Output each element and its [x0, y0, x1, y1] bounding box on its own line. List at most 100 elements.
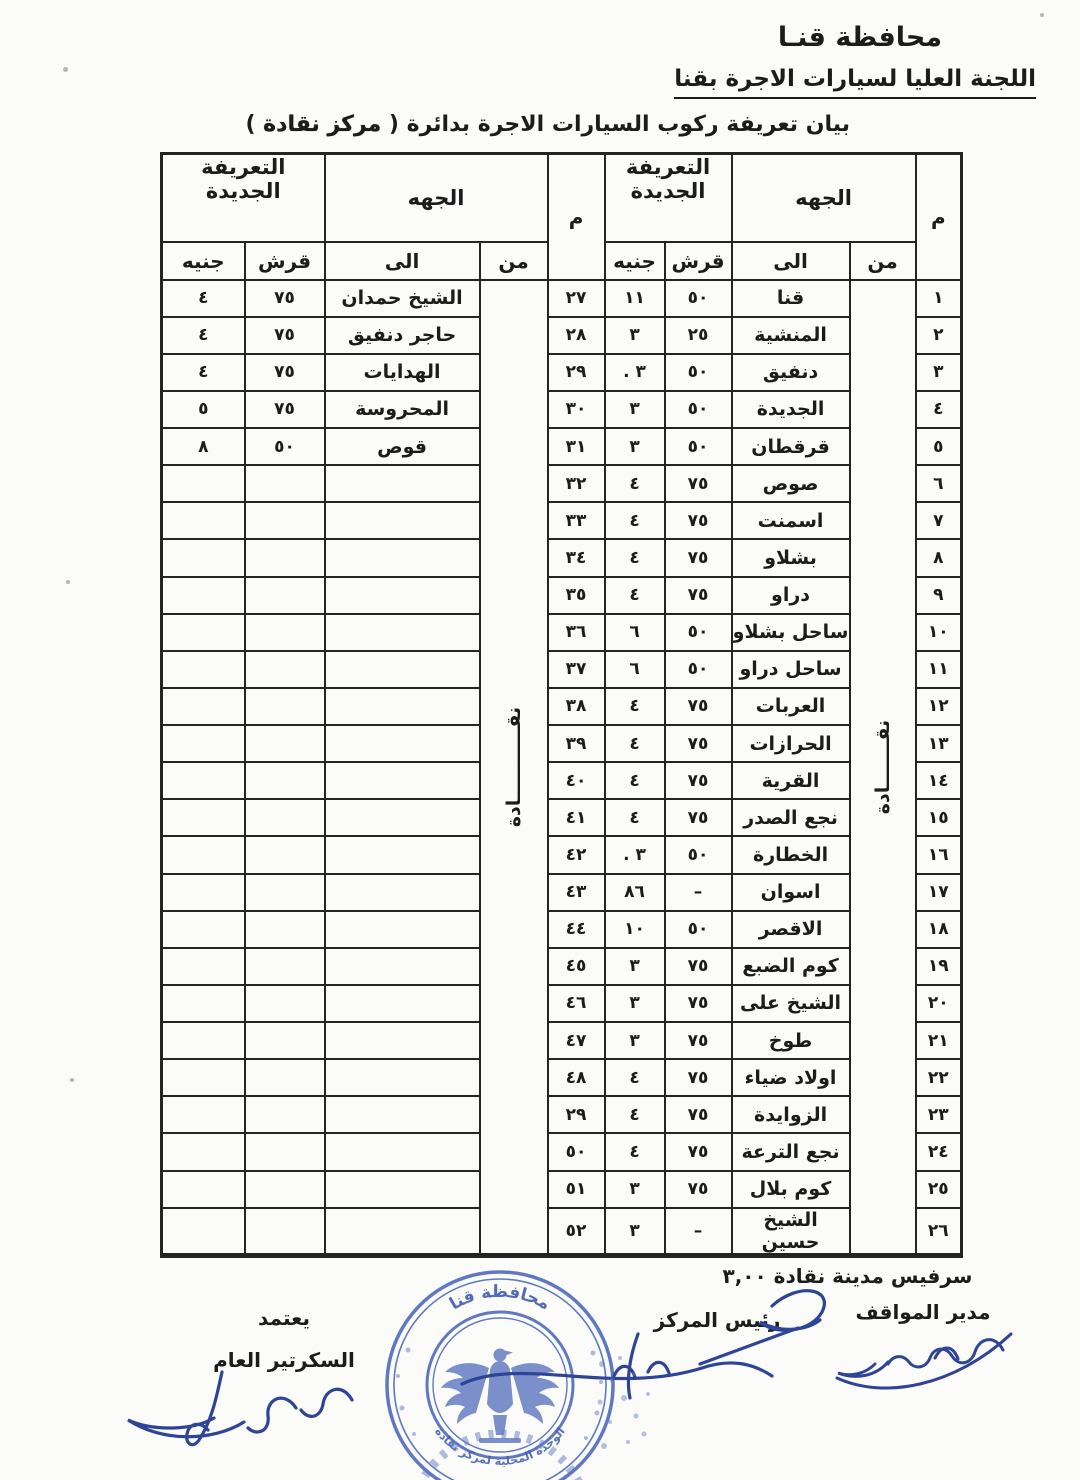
origin-vertical-label: نقـــــــــــادة — [502, 706, 525, 827]
fare-geneih-cell-left — [160, 649, 246, 689]
destination-cell-left — [323, 946, 481, 986]
table-row: ١٩ كوم الضبع ٧٥ ٣ ٤٥ — [160, 946, 963, 986]
secretary-general-label: السكرتير العام — [213, 1348, 355, 1372]
stops-manager-signature — [835, 1332, 1013, 1390]
fare-geneih-cell-left — [160, 723, 246, 764]
row-number-right: ٢١ — [914, 1020, 963, 1061]
row-number-left: ٢٧ — [546, 278, 606, 318]
col-header-tariff-right: التعريفة الجديدة — [603, 152, 733, 243]
fare-geneih-cell-right: ٤ — [603, 798, 666, 838]
row-number-left: ٤٥ — [546, 946, 606, 986]
row-number-right: ٢٦ — [914, 1206, 963, 1257]
fare-geneih-cell-right: ٣ — [603, 1206, 666, 1257]
row-number-left: ٤٤ — [546, 909, 606, 949]
fare-qirsh-cell-right: ٧٥ — [663, 798, 733, 838]
table-row: ٢١ طوخ ٧٥ ٣ ٤٧ — [160, 1020, 963, 1061]
fare-qirsh-cell-left — [243, 1020, 326, 1061]
table-row: ١٧ اسوان –٨٦ ٤٣ — [160, 872, 963, 912]
destination-cell-right: الحرازات — [730, 723, 851, 764]
fare-qirsh-cell-right: ٧٥ — [663, 575, 733, 615]
fare-geneih-cell-left — [160, 946, 246, 986]
fare-qirsh-cell-right: ٧٥ — [663, 983, 733, 1024]
fare-qirsh-cell-right: ٧٥ — [663, 723, 733, 764]
center-head-signature — [460, 1289, 826, 1400]
fare-geneih-cell-right: ٣ — [603, 946, 666, 986]
fare-qirsh-cell-right: ٧٥ — [663, 1095, 733, 1135]
destination-cell-right: الخطارة — [730, 835, 851, 875]
fare-geneih-cell-right: ٤ — [603, 1095, 666, 1135]
row-number-right: ١٤ — [914, 761, 963, 801]
fare-qirsh-cell-left — [243, 946, 326, 986]
fare-geneih-cell-left — [160, 909, 246, 949]
row-number-left: ٣١ — [546, 426, 606, 467]
fare-qirsh-cell-left — [243, 798, 326, 838]
fare-geneih-cell-right: ٣ . — [603, 835, 666, 875]
fare-geneih-cell-right: ١٠ — [603, 909, 666, 949]
row-number-left: ٤٨ — [546, 1058, 606, 1098]
fare-geneih-cell-right: ٤ — [603, 1132, 666, 1172]
col-header-from-left: من — [478, 240, 549, 281]
fare-geneih-cell-left — [160, 686, 246, 727]
destination-cell-left — [323, 464, 481, 504]
col-header-geneih-right: جنيه — [603, 240, 666, 281]
row-number-left: ٣٤ — [546, 538, 606, 578]
destination-cell-left — [323, 1132, 481, 1172]
table-row: ١٤ القرية ٧٥ ٤ ٤٠ — [160, 761, 963, 801]
table-row: ٥ قرقطان ٥٠ ٣ ٣١ قوص ٥٠ ٨ — [160, 426, 963, 467]
row-number-right: ١٩ — [914, 946, 963, 986]
approved-label: يعتمد — [258, 1306, 310, 1330]
stamp-rings — [385, 1270, 615, 1480]
fare-qirsh-cell-left: ٧٥ — [243, 315, 326, 355]
row-number-right: ٦ — [914, 464, 963, 504]
destination-cell-left — [323, 612, 481, 652]
fare-geneih-cell-right: ٣ — [603, 426, 666, 467]
row-number-right: ١ — [914, 278, 963, 318]
fare-geneih-cell-right: ٤ — [603, 723, 666, 764]
table-row: ١ نقـــــــادة قنا ٥٠ ١١ ٢٧ نقـــــــــــادة ال… — [160, 278, 963, 1257]
fare-qirsh-cell-left: ٧٥ — [243, 278, 326, 318]
fare-qirsh-cell-left — [243, 761, 326, 801]
fare-qirsh-cell-right: ٧٥ — [663, 761, 733, 801]
fare-qirsh-cell-left — [243, 1058, 326, 1098]
fare-geneih-cell-left — [160, 798, 246, 838]
fare-geneih-cell-right: ٤ — [603, 761, 666, 801]
table-row: ٢٣ الزوايدة ٧٥ ٤ ٢٩ — [160, 1095, 963, 1135]
table-row: ٢٠ الشيخ على ٧٥ ٣ ٤٦ — [160, 983, 963, 1024]
scan-speck — [63, 67, 68, 72]
row-number-left: ٣٣ — [546, 501, 606, 541]
destination-cell-right: طوخ — [730, 1020, 851, 1061]
scan-speck — [70, 1078, 74, 1082]
table-row: ١٦ الخطارة ٥٠ ٣ . ٤٢ — [160, 835, 963, 875]
row-number-left: ٢٩ — [546, 1095, 606, 1135]
fare-geneih-cell-left — [160, 983, 246, 1024]
fare-qirsh-cell-left — [243, 872, 326, 912]
destination-cell-left — [323, 909, 481, 949]
from-origin-cell-left: نقـــــــــــادة — [478, 278, 549, 1257]
table-row: ٨ بشلاو ٧٥ ٤ ٣٤ — [160, 538, 963, 578]
table-row: ١٢ العربات ٧٥ ٤ ٣٨ — [160, 686, 963, 727]
fare-geneih-cell-left — [160, 1206, 246, 1257]
statement-title: بيان تعريفة ركوب السيارات الاجرة بدائرة … — [245, 112, 850, 137]
destination-cell-right: المنشية — [730, 315, 851, 355]
row-number-left: ٣٦ — [546, 612, 606, 652]
destination-cell-left — [323, 1095, 481, 1135]
row-number-left: ٤٢ — [546, 835, 606, 875]
origin-vertical-label: نقـــــــادة — [871, 719, 894, 814]
fare-geneih-cell-right: ٤ — [603, 464, 666, 504]
table-row: ١٨ الاقصر ٥٠ ١٠ ٤٤ — [160, 909, 963, 949]
fare-qirsh-cell-left — [243, 1095, 326, 1135]
col-header-geneih-left: جنيه — [160, 240, 246, 281]
stamp-side-ornaments — [396, 1347, 603, 1440]
fare-qirsh-cell-right: ٥٠ — [663, 389, 733, 430]
fare-qirsh-cell-right: ٧٥ — [663, 1169, 733, 1209]
fare-qirsh-cell-right: ٧٥ — [663, 946, 733, 986]
col-header-qirsh-right: قرش — [663, 240, 733, 281]
destination-cell-right: العربات — [730, 686, 851, 727]
fare-geneih-cell-right: ٤ — [603, 538, 666, 578]
ink-speckles — [597, 1356, 650, 1449]
fare-qirsh-cell-left — [243, 1206, 326, 1257]
row-number-left: ٤٠ — [546, 761, 606, 801]
fare-geneih-cell-left — [160, 1132, 246, 1172]
table-row: ٩ دراو ٧٥ ٤ ٣٥ — [160, 575, 963, 615]
